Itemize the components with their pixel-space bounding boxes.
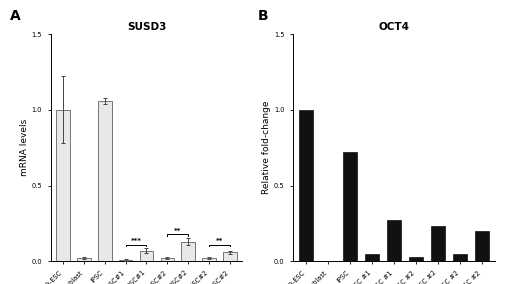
Text: ***: ***	[131, 238, 141, 244]
Text: **: **	[174, 227, 181, 233]
Bar	[140, 251, 153, 261]
Bar	[77, 258, 91, 261]
Y-axis label: mRNA levels: mRNA levels	[20, 119, 29, 176]
Bar	[475, 231, 489, 261]
Bar	[431, 226, 445, 261]
Title: OCT4: OCT4	[378, 22, 410, 32]
Bar	[387, 220, 401, 261]
Bar	[223, 252, 237, 261]
Text: B: B	[258, 9, 268, 22]
Bar	[343, 152, 357, 261]
Bar	[299, 110, 313, 261]
Bar	[202, 258, 216, 261]
Bar	[409, 257, 423, 261]
Text: A: A	[10, 9, 21, 22]
Title: SUSD3: SUSD3	[127, 22, 166, 32]
Bar	[98, 101, 112, 261]
Bar	[56, 110, 70, 261]
Bar	[161, 258, 174, 261]
Text: **: **	[216, 238, 223, 244]
Bar	[181, 242, 195, 261]
Y-axis label: Relative fold-change: Relative fold-change	[262, 101, 271, 195]
Bar	[365, 254, 379, 261]
Bar	[119, 260, 132, 261]
Bar	[452, 254, 467, 261]
